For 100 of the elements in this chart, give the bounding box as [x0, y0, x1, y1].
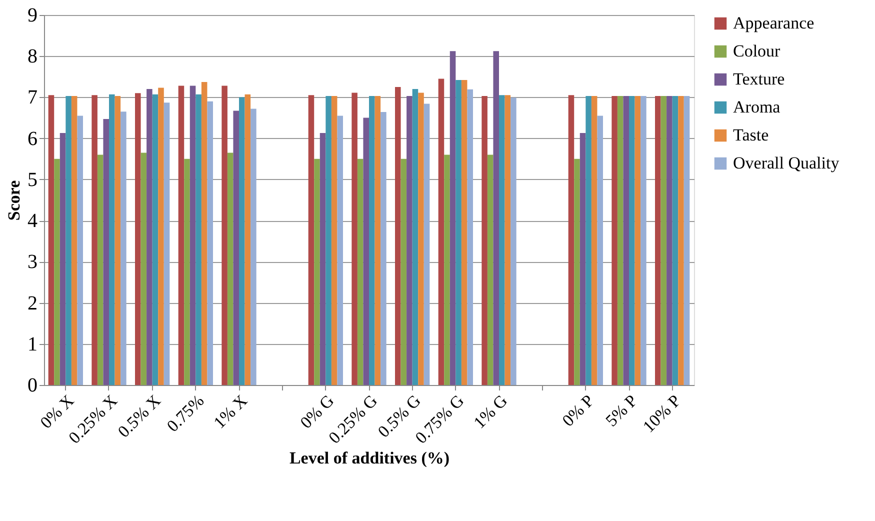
y-tick-label: 6 [28, 128, 38, 150]
y-tick-label: 7 [28, 86, 38, 109]
bar [48, 95, 54, 385]
bar [320, 132, 326, 385]
bar [629, 96, 635, 385]
bar [152, 94, 158, 385]
bar [580, 132, 586, 385]
bar [54, 158, 60, 385]
bar [196, 94, 202, 385]
bar [114, 96, 121, 385]
bar [352, 92, 358, 385]
y-tick-label: 1 [28, 333, 38, 356]
bar [135, 93, 141, 385]
bar [678, 96, 684, 385]
bar [684, 96, 690, 385]
x-tick-label: 1% X [210, 391, 252, 432]
bar [655, 96, 661, 385]
bar [504, 95, 511, 385]
bar [374, 96, 381, 385]
bar [308, 95, 314, 385]
bar [487, 154, 494, 385]
bar [66, 96, 72, 385]
y-axis-title: Score [4, 180, 24, 221]
bar [640, 96, 646, 385]
bar [239, 97, 245, 385]
bar [357, 158, 364, 385]
bar [331, 96, 338, 385]
bar [568, 95, 574, 385]
bar [60, 132, 66, 385]
x-tick-label: 0% X [36, 391, 78, 432]
bar [227, 152, 234, 385]
y-tick-label: 4 [28, 210, 38, 232]
x-tick-label: 5% P [602, 391, 642, 430]
bar [444, 154, 450, 385]
bar [120, 112, 126, 385]
y-tick-label: 0 [28, 374, 38, 396]
bar [634, 96, 641, 385]
bar [103, 119, 109, 385]
bar [326, 96, 332, 385]
bar [233, 110, 239, 385]
bar [612, 96, 618, 385]
bar [617, 96, 624, 385]
bar [222, 86, 228, 385]
legend-label: Aroma [733, 98, 781, 116]
bar [412, 89, 418, 385]
bar [380, 112, 386, 385]
y-tick-label: 8 [28, 46, 38, 68]
bar [97, 154, 104, 385]
bar [244, 94, 251, 385]
bar [164, 102, 170, 385]
x-axis-title: Level of additives (%) [289, 448, 450, 468]
y-tick-label: 2 [28, 292, 38, 314]
bar [314, 158, 320, 385]
bar [369, 96, 375, 385]
bar [574, 158, 580, 385]
bar [158, 88, 164, 385]
x-tick-label: 10% P [639, 391, 684, 436]
bar [250, 108, 256, 385]
bar [418, 92, 424, 385]
bar [623, 96, 629, 385]
bar [438, 78, 444, 385]
bar [201, 82, 208, 385]
bar [597, 116, 603, 385]
x-tick-label: 0% P [558, 391, 598, 430]
bar [207, 101, 213, 385]
bar [140, 152, 147, 385]
bar [672, 96, 678, 385]
bar [184, 158, 190, 385]
bar [510, 98, 516, 385]
bar [77, 116, 83, 385]
bar [666, 96, 672, 385]
legend-label: Appearance [733, 14, 814, 32]
bar [493, 51, 499, 385]
bar [406, 96, 412, 385]
bar [461, 80, 468, 385]
bar [586, 96, 592, 385]
legend-label: Colour [733, 42, 781, 60]
bar [456, 80, 462, 385]
bar [591, 96, 598, 385]
bar [660, 96, 667, 385]
bar [190, 86, 196, 385]
bar [363, 118, 369, 385]
bar [499, 95, 505, 385]
bar [482, 96, 488, 385]
bar [424, 104, 430, 385]
bar [92, 95, 98, 385]
bar [71, 96, 78, 385]
x-tick-label: 1% G [470, 391, 512, 432]
bar [400, 158, 407, 385]
bar [337, 116, 343, 385]
legend-label: Texture [733, 70, 785, 88]
legend-label: Overall Quality [733, 154, 840, 172]
y-tick-label: 3 [28, 251, 38, 274]
bar [146, 89, 152, 385]
legend-label: Taste [733, 126, 769, 144]
y-tick-label: 5 [28, 168, 38, 191]
bar [178, 86, 184, 385]
x-tick-label: 0% G [296, 391, 338, 432]
bar [450, 51, 456, 385]
bar [109, 94, 115, 385]
